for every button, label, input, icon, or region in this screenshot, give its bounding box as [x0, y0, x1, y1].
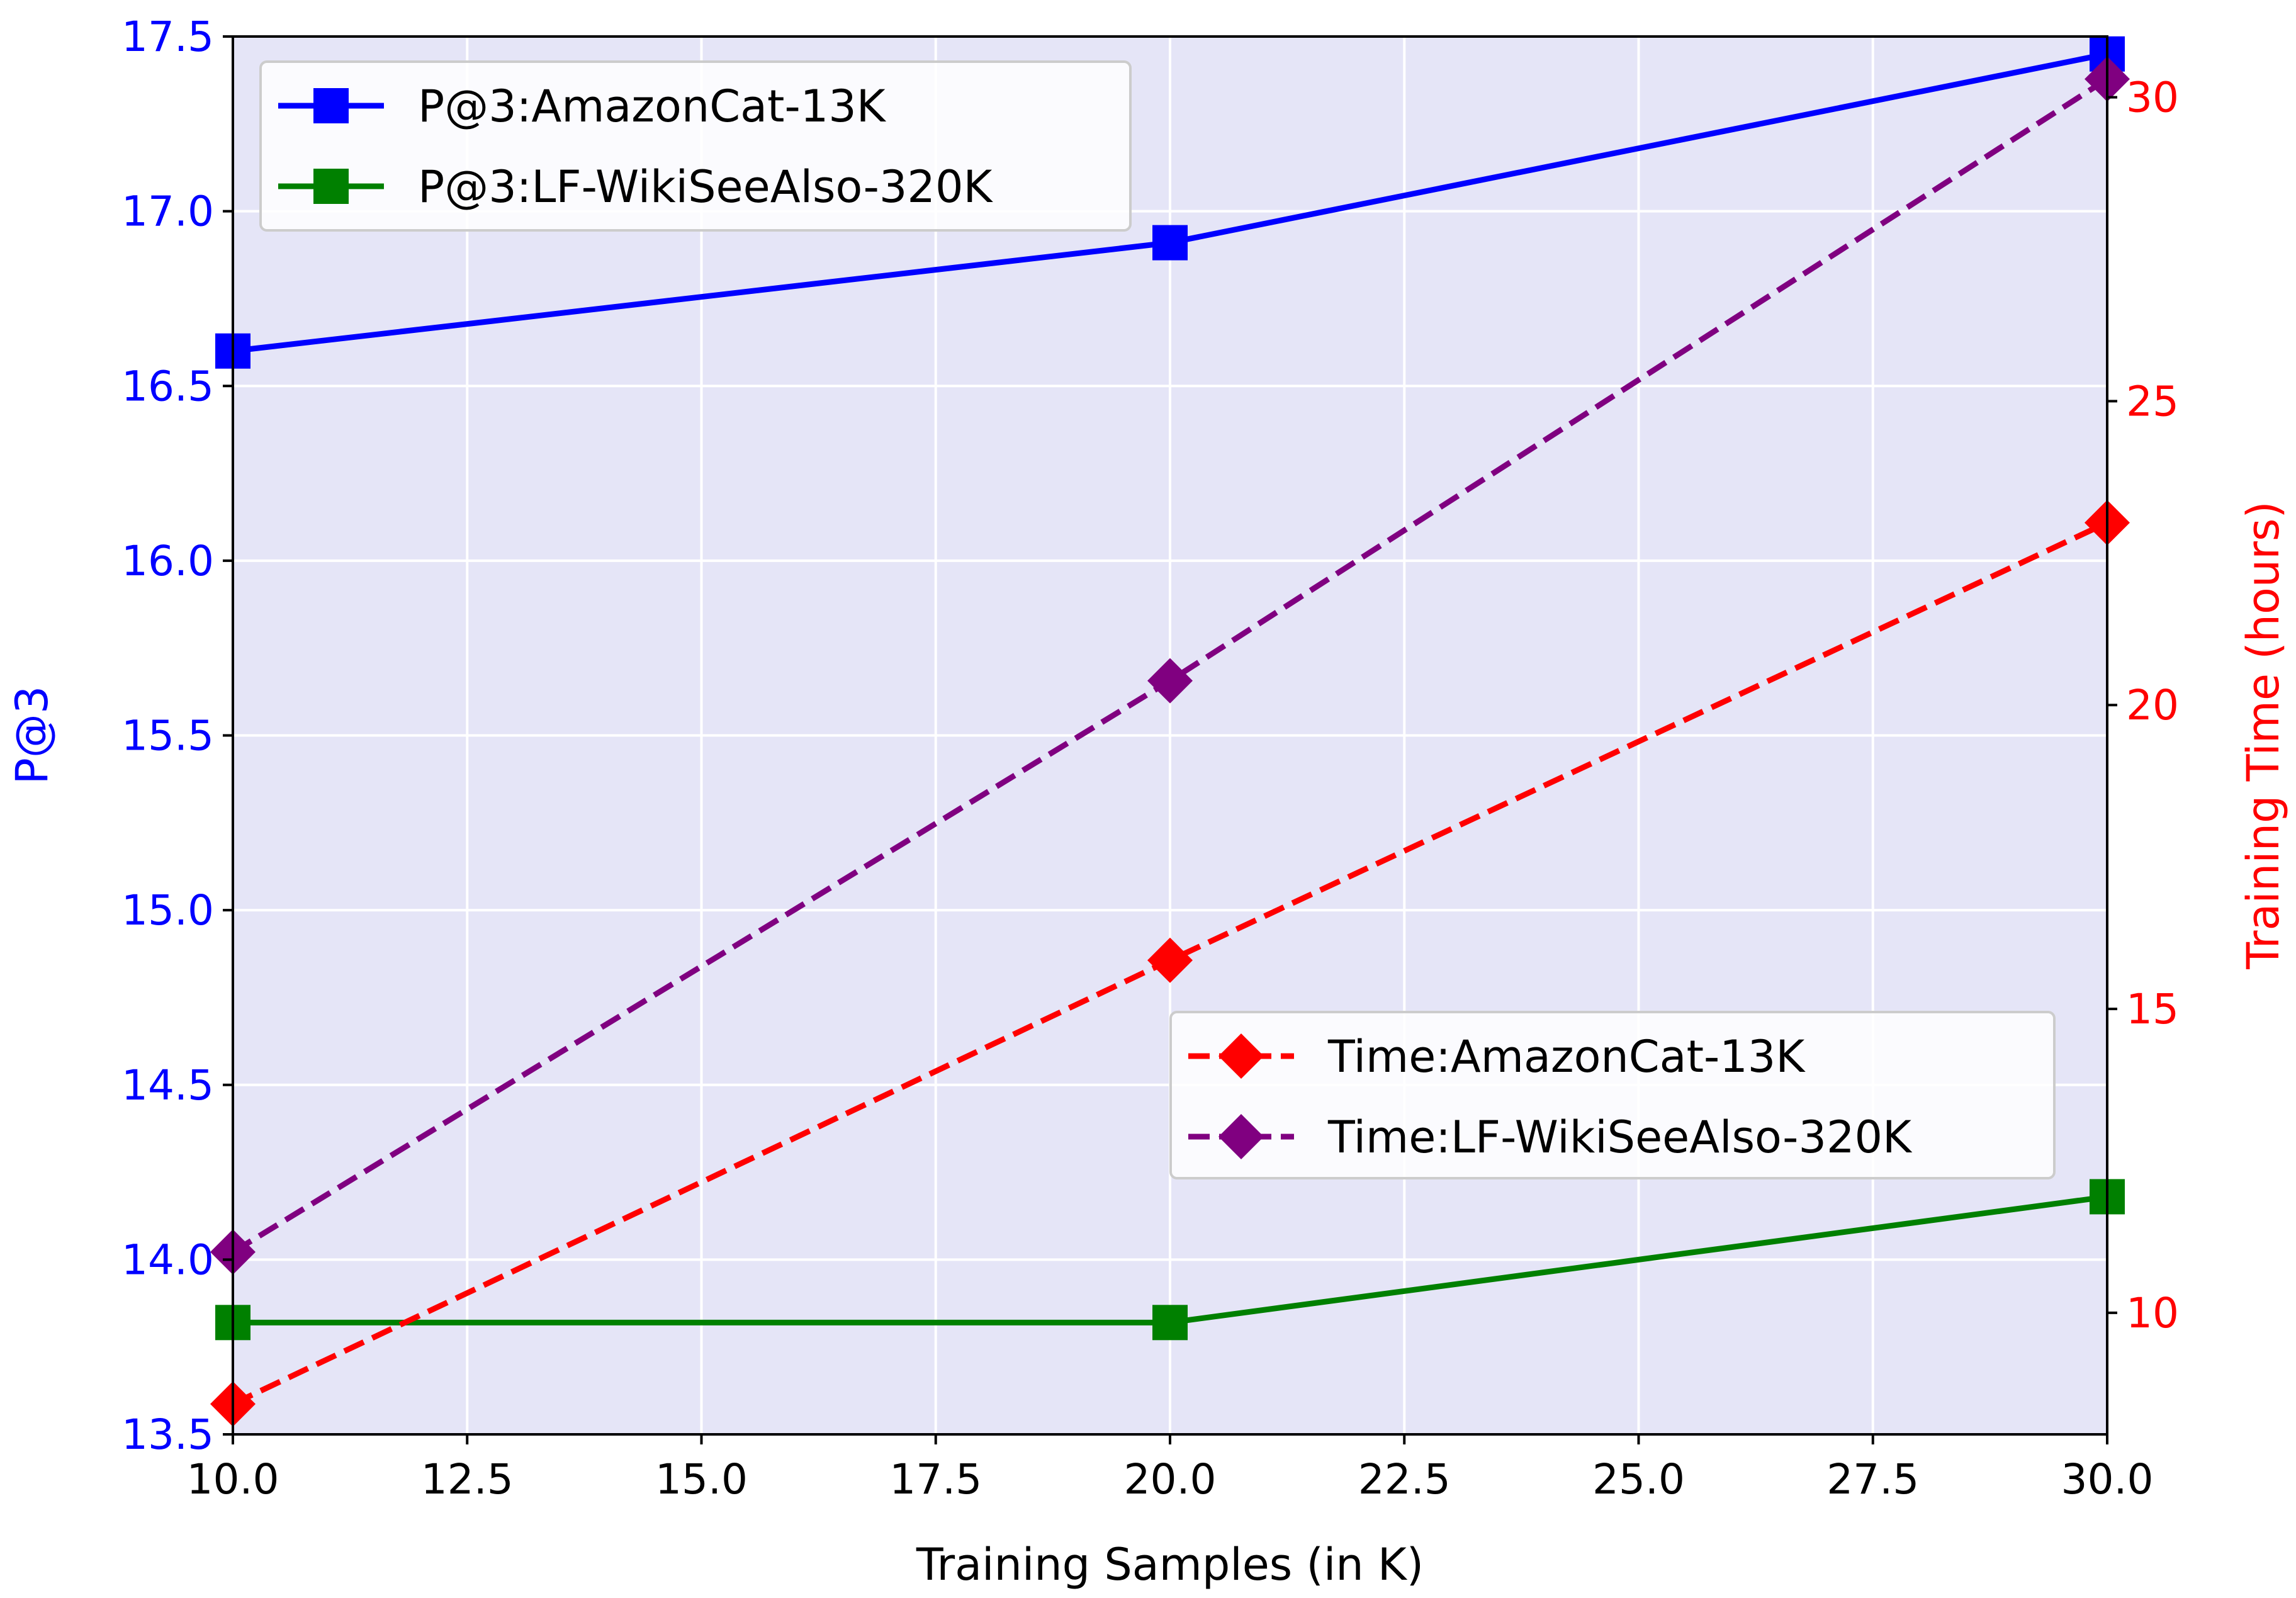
legend-label: Time:AmazonCat-13K: [1327, 1031, 1806, 1083]
y-right-tick-label: 30: [2126, 74, 2179, 122]
x-tick-label: 15.0: [655, 1455, 748, 1504]
y-left-tick-label: 13.5: [121, 1410, 214, 1459]
legend-box: [1169, 1011, 2056, 1179]
legend-marker: [1218, 1114, 1264, 1159]
y-left-tick-label: 16.0: [121, 537, 214, 585]
y-right-tick-label: 15: [2126, 985, 2179, 1033]
y-left-tick-label: 15.5: [121, 712, 214, 760]
y-right-tick-label: 25: [2126, 377, 2179, 425]
x-tick-label: 25.0: [1592, 1455, 1685, 1504]
legend-marker: [1218, 1033, 1264, 1079]
legend-label: P@3:LF-WikiSeeAlso-320K: [418, 161, 993, 213]
data-point: [1147, 658, 1193, 704]
legend-marker: [313, 169, 349, 204]
legend-label: Time:LF-WikiSeeAlso-320K: [1327, 1111, 1913, 1163]
data-point: [1152, 225, 1188, 261]
y-left-tick-label: 17.0: [121, 188, 214, 236]
x-tick-label: 22.5: [1358, 1455, 1451, 1504]
y-axis-left: 13.5 14.0 14.5 15.0 15.5 16.0 16.5 17.0 17.5: [121, 13, 233, 1459]
y-axis-right-title: Training Time (hours): [2237, 501, 2289, 969]
legend-marker: [313, 88, 349, 123]
x-tick-label: 27.5: [1826, 1455, 1919, 1504]
legend-time: Time:AmazonCat-13K Time:LF-WikiSeeAlso-32…: [1169, 1011, 2056, 1179]
legend-p3: P@3:AmazonCat-13K P@3:LF-WikiSeeAlso-320K: [259, 60, 1132, 232]
y-axis-right: 10 15 20 25 30: [2107, 74, 2179, 1337]
y-axis-left-title: P@3: [6, 686, 58, 785]
x-axis-title: Training Samples (in K): [916, 1539, 1424, 1590]
x-tick-label: 30.0: [2061, 1455, 2154, 1504]
y-left-tick-label: 15.0: [121, 886, 214, 935]
x-tick-label: 20.0: [1124, 1455, 1217, 1504]
legend-label: P@3:AmazonCat-13K: [418, 81, 887, 132]
x-tick-label: 17.5: [889, 1455, 982, 1504]
x-tick-label: 12.5: [421, 1455, 514, 1504]
series-layer: [210, 36, 2130, 1427]
y-left-tick-label: 14.5: [121, 1061, 214, 1110]
y-left-tick-label: 17.5: [121, 13, 214, 61]
legend-box: [259, 60, 1132, 232]
y-right-tick-label: 10: [2126, 1289, 2179, 1337]
x-tick-label: 10.0: [187, 1455, 279, 1504]
y-right-tick-label: 20: [2126, 681, 2179, 729]
data-point: [1147, 937, 1193, 983]
data-point: [1152, 1305, 1188, 1341]
y-left-tick-label: 14.0: [121, 1235, 214, 1284]
x-axis: 10.0 12.5 15.0 17.5 20.0 22.5 25.0 27.5 30.0: [187, 1434, 2154, 1504]
series-0: [215, 36, 2125, 369]
y-left-tick-label: 16.5: [121, 362, 214, 410]
